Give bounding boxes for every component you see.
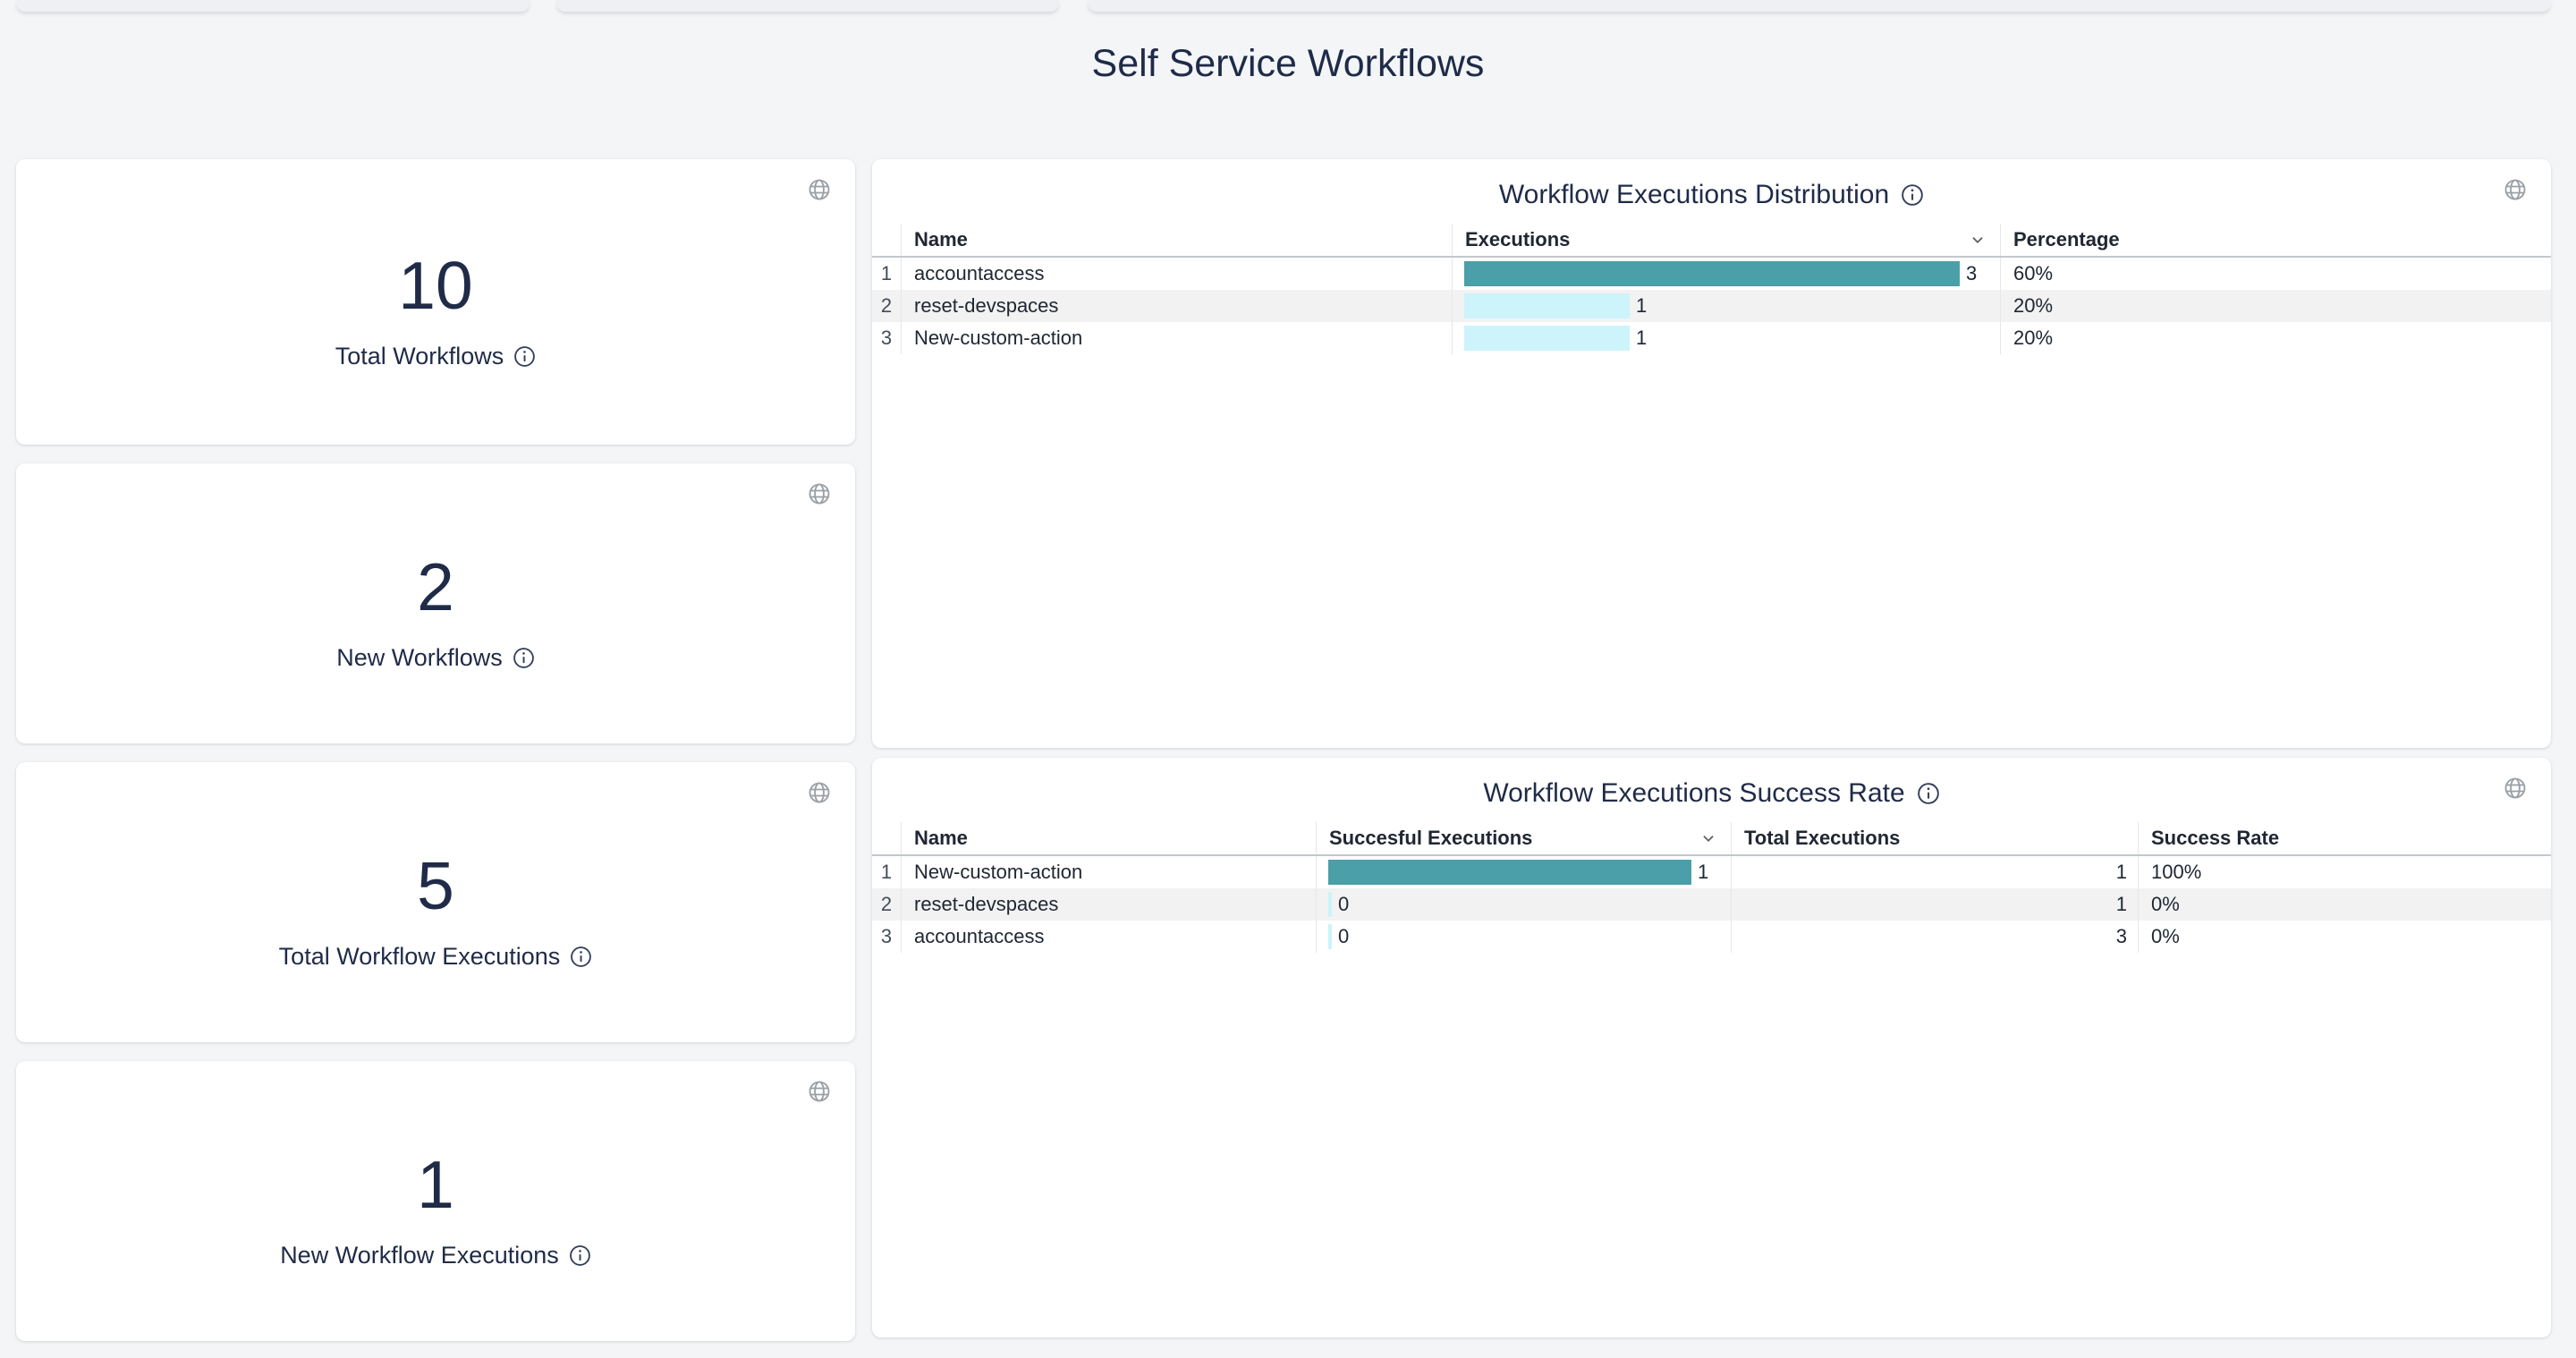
table-cell: accountaccess bbox=[901, 920, 1316, 953]
bar-value-label: 0 bbox=[1338, 892, 1350, 915]
chevron-down-icon[interactable] bbox=[1968, 230, 1987, 250]
table-cell: 1 bbox=[1731, 887, 2138, 921]
table-cell: 1 bbox=[1452, 321, 2000, 354]
table-cell: New-custom-action bbox=[901, 855, 1316, 888]
table-row[interactable]: 1 New-custom-action 1 1 100% bbox=[872, 855, 2551, 888]
table-cell: New-custom-action bbox=[901, 321, 1452, 354]
stat-label: New Workflow Executions bbox=[280, 1242, 559, 1269]
column-header-name[interactable]: Name bbox=[901, 821, 1316, 854]
info-icon[interactable] bbox=[570, 946, 592, 968]
table-header-row: Name Succesful Executions Total Executio… bbox=[872, 821, 2551, 856]
table-row[interactable]: 1 accountaccess 3 60% bbox=[872, 257, 2551, 290]
globe-icon[interactable] bbox=[2503, 177, 2528, 202]
bar bbox=[1464, 293, 1630, 318]
table-row[interactable]: 2 reset-devspaces 0 1 0% bbox=[872, 887, 2551, 921]
stat-card-total-workflow-executions: 5 Total Workflow Executions bbox=[16, 761, 855, 1042]
stat-value: 1 bbox=[417, 1147, 454, 1223]
bar bbox=[1464, 325, 1630, 351]
bar-value-label: 0 bbox=[1338, 924, 1350, 947]
table-cell: 100% bbox=[2138, 855, 2551, 888]
stat-label: New Workflows bbox=[336, 644, 503, 672]
table-cell: 2 bbox=[880, 892, 893, 915]
bar-value-label: 1 bbox=[1636, 326, 1648, 349]
bar-value-label: 1 bbox=[1636, 293, 1648, 317]
column-header-index bbox=[872, 822, 901, 854]
table-cell: 20% bbox=[2000, 321, 2551, 354]
table-row[interactable]: 3 accountaccess 0 3 0% bbox=[872, 920, 2551, 953]
table-cell: 3 bbox=[880, 924, 893, 947]
stat-value: 5 bbox=[417, 848, 454, 924]
table-cell: 20% bbox=[2000, 289, 2551, 322]
stat-card-column: 10 Total Workflows 2 New Workflows bbox=[16, 158, 855, 1341]
info-icon[interactable] bbox=[513, 345, 536, 368]
workflow-executions-success-rate-card: Workflow Executions Success Rate Name Su… bbox=[872, 757, 2551, 1337]
distribution-table-body: 1 accountaccess 3 60% 2 reset-devspaces 1 20% 3 N… bbox=[872, 257, 2551, 354]
stat-card-new-workflow-executions: 1 New Workflow Executions bbox=[16, 1060, 855, 1341]
column-header-index bbox=[872, 224, 901, 256]
table-cell: 1 bbox=[1452, 289, 2000, 322]
table-cell: reset-devspaces bbox=[901, 887, 1316, 921]
stat-value: 2 bbox=[417, 549, 454, 625]
stat-label: Total Workflows bbox=[335, 343, 504, 370]
table-cell: 0% bbox=[2138, 887, 2551, 921]
bar-value-label: 1 bbox=[1698, 860, 1709, 883]
globe-icon[interactable] bbox=[807, 177, 832, 202]
info-icon[interactable] bbox=[1901, 183, 1924, 207]
chevron-down-icon[interactable] bbox=[1699, 828, 1718, 848]
bar-value-label: 3 bbox=[1966, 261, 1978, 284]
bar bbox=[1464, 260, 1960, 286]
column-header-executions[interactable]: Executions bbox=[1452, 223, 2000, 256]
table-cell: 3 bbox=[880, 326, 893, 349]
page-title: Self Service Workflows bbox=[1091, 42, 1485, 85]
bar bbox=[1328, 859, 1691, 885]
info-icon[interactable] bbox=[569, 1244, 591, 1267]
previous-row-card-remnant bbox=[16, 0, 530, 12]
table-header-row: Name Executions Percentage bbox=[872, 223, 2551, 258]
table-cell: 0 bbox=[1316, 887, 1731, 921]
stat-value: 10 bbox=[398, 248, 473, 324]
table-cell: 1 bbox=[1316, 855, 1731, 888]
table-cell: 1 bbox=[1731, 855, 2138, 888]
table-cell: 0% bbox=[2138, 920, 2551, 953]
column-header-succesful-executions[interactable]: Succesful Executions bbox=[1316, 821, 1731, 854]
globe-icon[interactable] bbox=[807, 780, 832, 805]
previous-row-card-remnant bbox=[1088, 0, 2551, 12]
bar bbox=[1328, 891, 1332, 917]
info-icon[interactable] bbox=[1917, 782, 1940, 805]
info-icon[interactable] bbox=[513, 647, 535, 669]
card-title: Workflow Executions Distribution bbox=[1498, 179, 1890, 209]
table-cell: 3 bbox=[1731, 920, 2138, 953]
column-header-success-rate[interactable]: Success Rate bbox=[2138, 821, 2551, 854]
table-card-column: Workflow Executions Distribution Name Ex… bbox=[872, 158, 2551, 1341]
globe-icon[interactable] bbox=[2503, 776, 2528, 801]
column-header-percentage[interactable]: Percentage bbox=[2000, 223, 2551, 256]
table-row[interactable]: 2 reset-devspaces 1 20% bbox=[872, 289, 2551, 322]
globe-icon[interactable] bbox=[807, 1079, 832, 1104]
stat-label: Total Workflow Executions bbox=[278, 943, 561, 971]
table-cell: 3 bbox=[1452, 257, 2000, 290]
table-cell: 1 bbox=[880, 860, 893, 883]
dashboard-layout: 10 Total Workflows 2 New Workflows bbox=[0, 158, 2576, 1341]
column-header-total-executions[interactable]: Total Executions bbox=[1731, 821, 2138, 854]
globe-icon[interactable] bbox=[807, 481, 832, 506]
table-cell: 60% bbox=[2000, 257, 2551, 290]
table-cell: 2 bbox=[880, 293, 893, 317]
card-title: Workflow Executions Success Rate bbox=[1483, 777, 1905, 808]
table-cell: 1 bbox=[880, 261, 893, 284]
table-row[interactable]: 3 New-custom-action 1 20% bbox=[872, 321, 2551, 354]
table-cell: reset-devspaces bbox=[901, 289, 1452, 322]
bar bbox=[1328, 923, 1332, 949]
table-cell: accountaccess bbox=[901, 257, 1452, 290]
previous-row-card-remnant bbox=[556, 0, 1059, 12]
table-cell: 0 bbox=[1316, 920, 1731, 953]
stat-card-new-workflows: 2 New Workflows bbox=[16, 463, 855, 743]
workflow-executions-distribution-card: Workflow Executions Distribution Name Ex… bbox=[872, 158, 2551, 748]
success-table-body: 1 New-custom-action 1 1 100% 2 reset-devspaces… bbox=[872, 855, 2551, 953]
stat-card-total-workflows: 10 Total Workflows bbox=[16, 158, 855, 445]
column-header-name[interactable]: Name bbox=[901, 223, 1452, 256]
